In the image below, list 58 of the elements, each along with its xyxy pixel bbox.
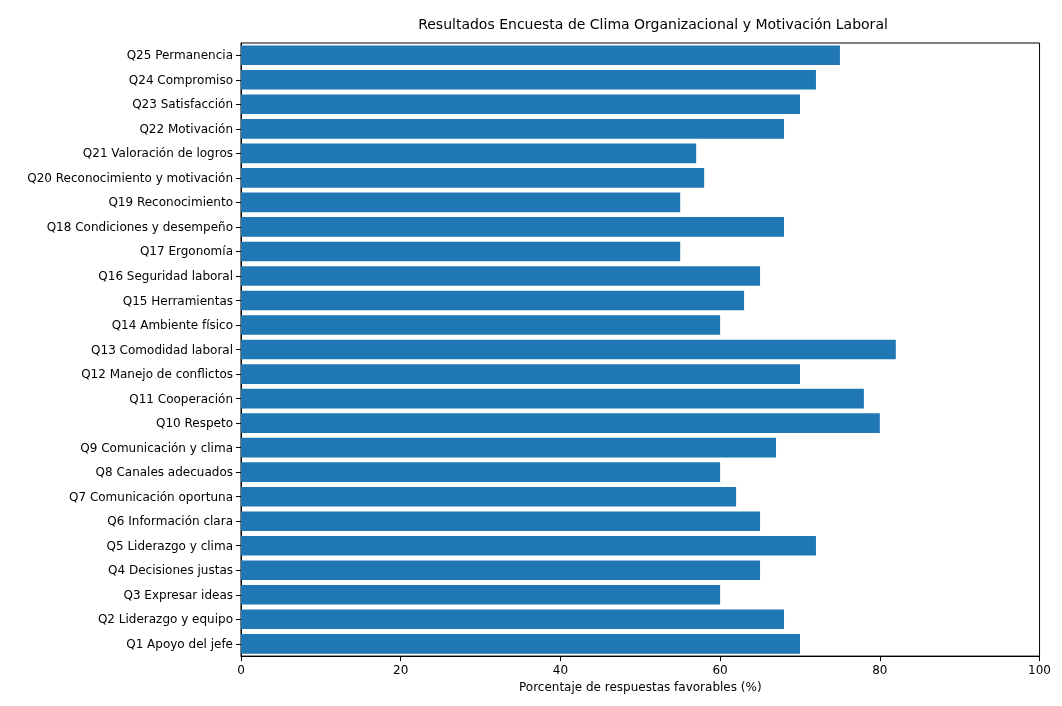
bar xyxy=(241,45,840,66)
bar xyxy=(241,560,761,581)
y-tick-label: Q20 Reconocimiento y motivación xyxy=(27,170,233,185)
y-tick-label: Q1 Apoyo del jefe xyxy=(126,636,233,651)
bar xyxy=(241,94,800,115)
bar xyxy=(241,241,681,262)
bar xyxy=(241,462,721,482)
y-tick-label: Q9 Comunicación y clima xyxy=(80,440,233,455)
bar xyxy=(241,217,785,237)
bar xyxy=(241,584,721,605)
bar xyxy=(241,437,777,458)
y-tick-label: Q12 Manejo de conflictos xyxy=(81,367,233,382)
y-tick-label: Q18 Condiciones y desempeño xyxy=(46,219,233,234)
y-tick-label: Q2 Liderazgo y equipo xyxy=(97,612,233,627)
bar xyxy=(241,388,864,409)
y-tick-label: Q11 Cooperación xyxy=(129,391,233,406)
bar xyxy=(241,143,697,164)
y-tick-label: Q3 Expresar ideas xyxy=(123,587,233,602)
y-tick-label: Q8 Canales adecuados xyxy=(95,465,233,480)
x-tick-label: 20 xyxy=(393,663,409,678)
y-tick-label: Q14 Ambiente físico xyxy=(111,318,233,333)
bar xyxy=(241,315,721,335)
y-tick-label: Q6 Información clara xyxy=(107,514,233,529)
y-tick-label: Q15 Herramientas xyxy=(122,293,233,308)
bar xyxy=(241,290,745,311)
y-tick-label: Q13 Comodidad laboral xyxy=(91,342,233,357)
y-tick-label: Q21 Valoración de logros xyxy=(82,146,233,161)
y-tick-label: Q10 Respeto xyxy=(155,416,233,431)
x-tick-label: 40 xyxy=(552,663,569,678)
bar xyxy=(241,168,705,188)
y-tick-label: Q17 Ergonomía xyxy=(139,244,233,259)
bar xyxy=(241,119,785,139)
y-tick-label: Q22 Motivación xyxy=(139,121,233,136)
x-tick-label: 80 xyxy=(872,663,888,678)
y-tick-label: Q16 Seguridad laboral xyxy=(98,268,233,283)
y-tick-label: Q25 Permanencia xyxy=(126,48,233,63)
bar xyxy=(241,609,785,630)
bar xyxy=(241,364,800,384)
bar xyxy=(241,535,816,556)
bar xyxy=(241,486,737,507)
bar xyxy=(241,192,681,213)
chart-title: Resultados Encuesta de Clima Organizacional y Motivación Laboral xyxy=(418,16,888,32)
x-tick-label: 0 xyxy=(237,663,245,678)
y-tick-label: Q4 Decisiones justas xyxy=(108,563,233,578)
bar xyxy=(241,413,880,433)
x-tick-label: 100 xyxy=(1028,663,1051,678)
y-tick-label: Q7 Comunicación oportuna xyxy=(69,489,233,504)
bar xyxy=(241,339,896,360)
bar xyxy=(241,634,800,654)
x-axis-title: Porcentaje de respuestas favorables (%) xyxy=(518,680,762,694)
y-tick-label: Q24 Compromiso xyxy=(128,72,233,87)
y-tick-label: Q5 Liderazgo y clima xyxy=(106,538,233,553)
bar xyxy=(241,266,761,286)
bar xyxy=(241,69,816,90)
y-tick-label: Q19 Reconocimiento xyxy=(108,195,233,210)
y-tick-label: Q23 Satisfacción xyxy=(132,97,233,112)
x-tick-label: 60 xyxy=(712,663,728,678)
bar xyxy=(241,511,761,532)
